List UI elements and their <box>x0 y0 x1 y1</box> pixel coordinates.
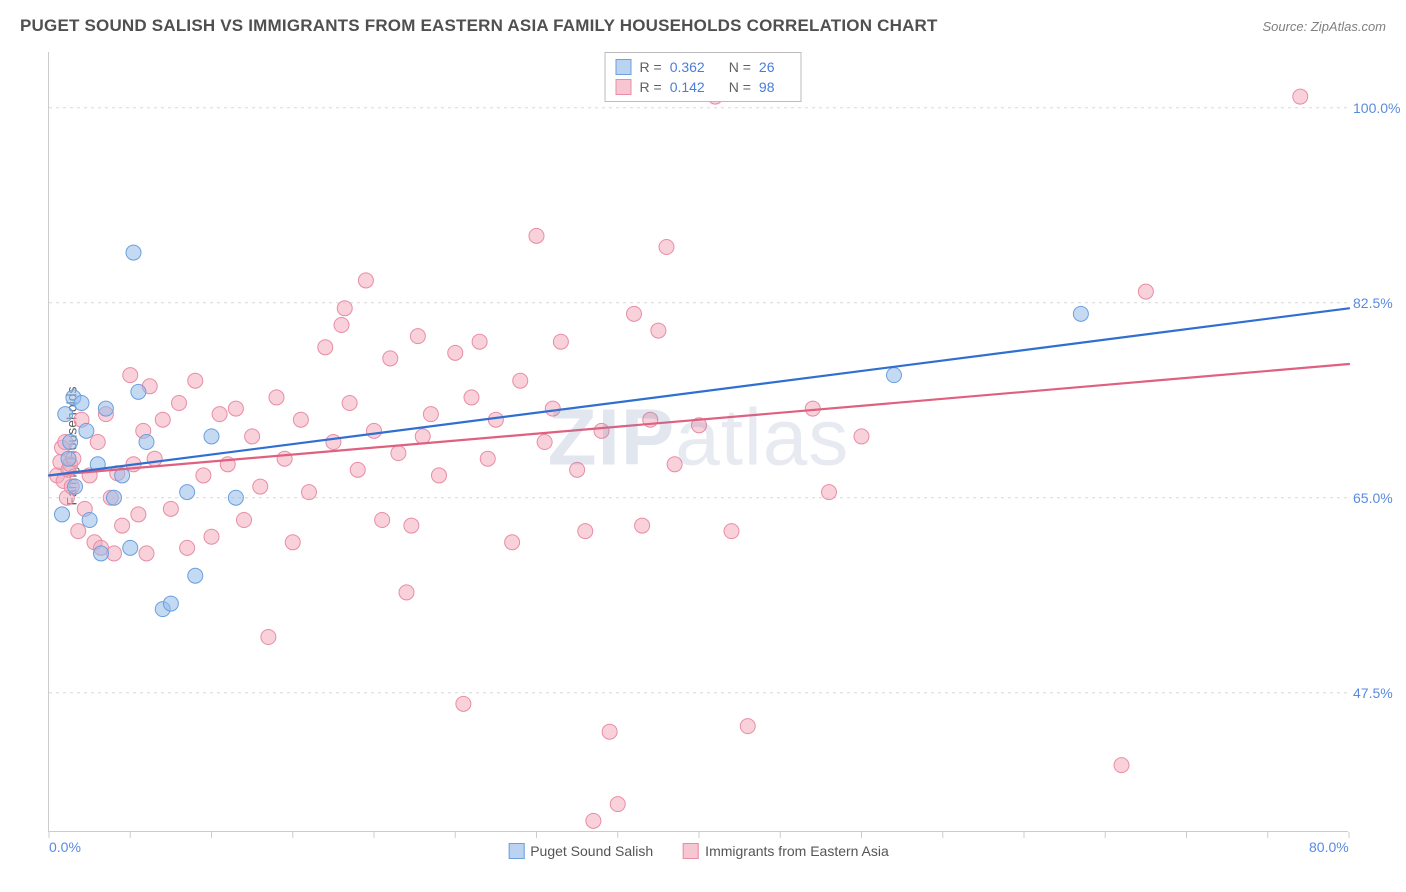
bottom-legend: Puget Sound Salish Immigrants from Easte… <box>508 843 889 859</box>
legend-item-pink: Immigrants from Eastern Asia <box>683 843 889 859</box>
stat-n-value-pink: 98 <box>759 79 775 95</box>
source-label: Source: ZipAtlas.com <box>1262 19 1386 34</box>
y-tick-label: 82.5% <box>1353 295 1406 311</box>
stat-r-value-blue: 0.362 <box>670 59 705 75</box>
x-tick-label: 80.0% <box>1309 839 1349 855</box>
stat-r-label-blue: R = <box>640 59 662 75</box>
legend-label-pink: Immigrants from Eastern Asia <box>705 843 889 859</box>
stat-n-label-blue: N = <box>729 59 751 75</box>
x-tick-label: 0.0% <box>49 839 81 855</box>
plot-area: ZIPatlas Puget Sound Salish Immigrants f… <box>48 52 1348 832</box>
legend-item-blue: Puget Sound Salish <box>508 843 653 859</box>
y-tick-label: 65.0% <box>1353 490 1406 506</box>
chart-container: PUGET SOUND SALISH VS IMMIGRANTS FROM EA… <box>0 0 1406 892</box>
swatch-pink-2 <box>683 843 699 859</box>
stats-row-blue: R = 0.362 N = 26 <box>616 57 791 77</box>
stat-n-label-pink: N = <box>729 79 751 95</box>
plot-svg <box>49 52 1349 832</box>
y-tick-label: 47.5% <box>1353 685 1406 701</box>
swatch-blue <box>616 59 632 75</box>
stats-legend: R = 0.362 N = 26 R = 0.142 N = 98 <box>605 52 802 102</box>
stat-r-label-pink: R = <box>640 79 662 95</box>
stat-r-value-pink: 0.142 <box>670 79 705 95</box>
stats-row-pink: R = 0.142 N = 98 <box>616 77 791 97</box>
swatch-blue-2 <box>508 843 524 859</box>
stat-n-value-blue: 26 <box>759 59 775 75</box>
title-row: PUGET SOUND SALISH VS IMMIGRANTS FROM EA… <box>20 16 1386 36</box>
legend-label-blue: Puget Sound Salish <box>530 843 653 859</box>
y-tick-label: 100.0% <box>1353 100 1406 116</box>
chart-title: PUGET SOUND SALISH VS IMMIGRANTS FROM EA… <box>20 16 938 36</box>
swatch-pink <box>616 79 632 95</box>
